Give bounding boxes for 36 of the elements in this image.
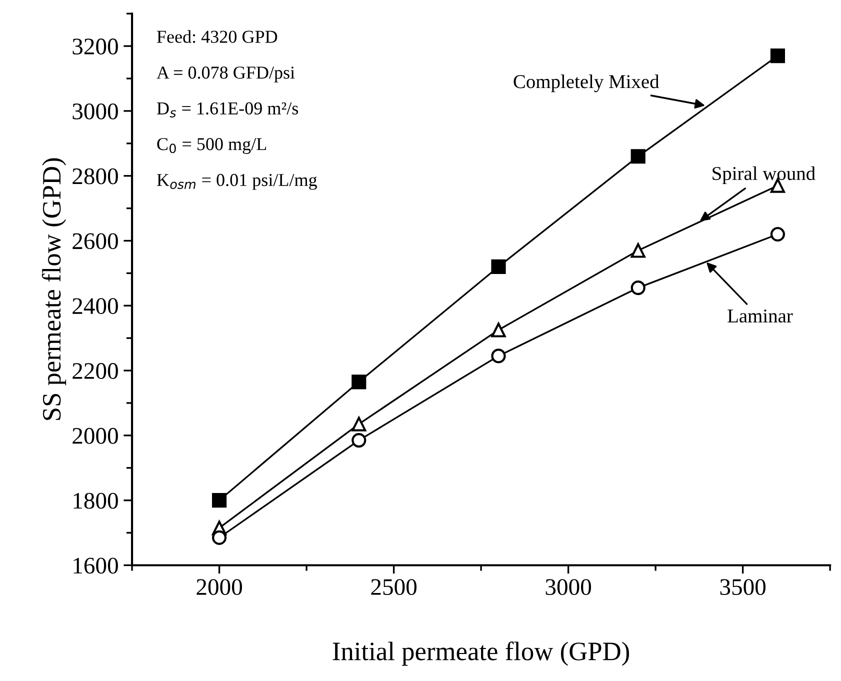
point [212, 530, 227, 545]
annotation: A = 0.078 GFD/psi [156, 66, 295, 82]
x-axis-title: Initial permeate flow (GPD) [332, 642, 630, 666]
y-tick-label: 2000 [72, 428, 118, 444]
y-tick-label: 2400 [72, 298, 118, 314]
annotation: C$_{0}$ = 500 mg/L [157, 138, 266, 154]
annotation: Spiral wound [712, 166, 816, 184]
point [491, 348, 506, 364]
y-axis-title: SS permeate flow (GPD) [42, 158, 66, 420]
annotation: K$_{osm}$ = 0.01 psi/L/mg [156, 174, 317, 190]
y-tick-label: 2800 [72, 168, 118, 184]
y-tick-label: 3000 [72, 103, 118, 120]
y-tick-label: 2600 [72, 233, 118, 250]
point [630, 243, 646, 258]
x-tick-label: 2000 [196, 579, 242, 596]
point [491, 322, 506, 338]
annotation: D$_{s}$ = 1.61E-09 m²/s [156, 102, 298, 118]
y-tick-label: 1800 [74, 492, 118, 509]
point [770, 48, 786, 64]
annotation: Completely Mixed [514, 74, 660, 92]
x-tick-label: 3000 [546, 579, 592, 596]
point [212, 493, 227, 508]
x-tick-label: 3500 [720, 579, 766, 596]
point [770, 226, 786, 242]
point [491, 259, 506, 274]
annotation: Laminar [728, 309, 793, 323]
x-tick-label: 2500 [371, 579, 417, 596]
point [630, 280, 646, 296]
y-tick-label: 1600 [74, 558, 118, 574]
y-tick-label: 2200 [72, 363, 118, 379]
y-tick-label: 3200 [72, 38, 118, 54]
point [352, 374, 366, 390]
point [630, 149, 646, 164]
point [352, 416, 366, 432]
point [352, 433, 366, 448]
annotation: Feed: 4320 GPD [156, 30, 278, 43]
